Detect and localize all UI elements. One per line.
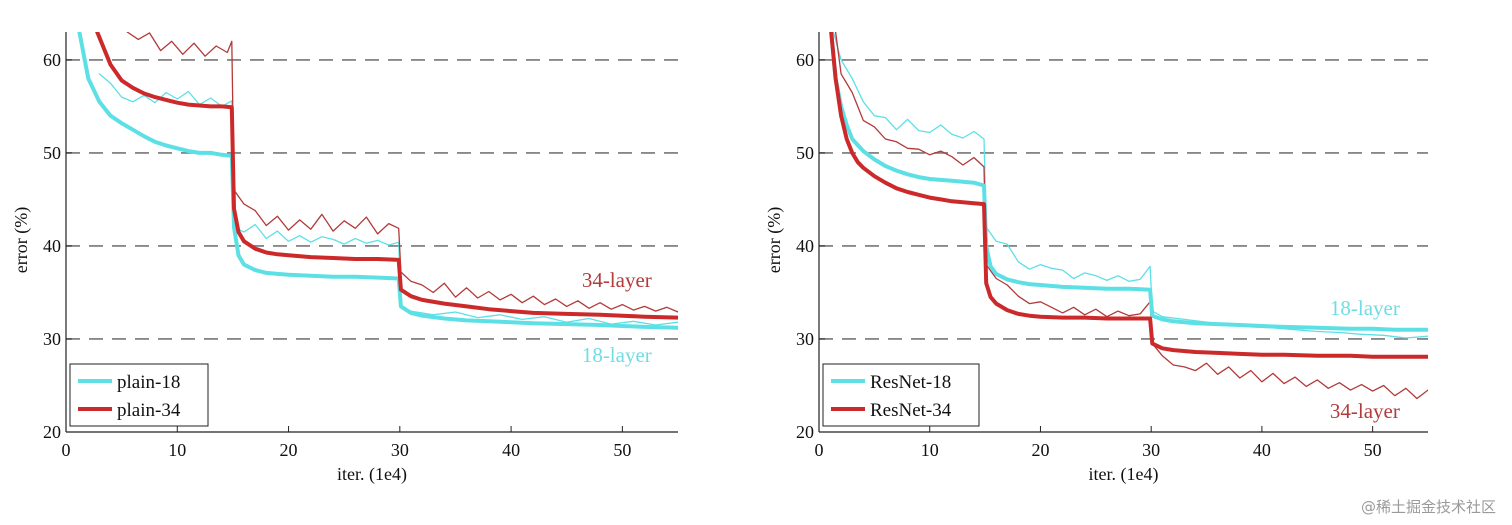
x-tick-label-0: 0 xyxy=(815,440,824,460)
x-tick-label-0: 0 xyxy=(62,440,71,460)
chart-resnet: 20 30 40 50 60 0 10 20 30 40 50 iter. (1e4) error (%… xyxy=(764,32,1428,485)
y-tick-label-60: 60 xyxy=(796,50,814,70)
series-group xyxy=(77,32,678,330)
y-tick-label-30: 30 xyxy=(43,329,61,349)
x-tick-label-20: 20 xyxy=(280,440,298,460)
legend-label-resnet-18: ResNet-18 xyxy=(870,372,951,393)
legend-box xyxy=(69,363,209,427)
y-tick-label-50: 50 xyxy=(796,143,814,163)
annotation-34-layer: 34-layer xyxy=(1330,399,1400,423)
annotation-34-layer: 34-layer xyxy=(582,268,652,292)
x-tick-label-10: 10 xyxy=(168,440,186,460)
x-tick-label-30: 30 xyxy=(1142,440,1160,460)
y-tick-label-40: 40 xyxy=(43,236,61,256)
x-axis-label: iter. (1e4) xyxy=(1089,464,1159,485)
x-tick-label-50: 50 xyxy=(1364,440,1382,460)
legend-label-plain-18: plain-18 xyxy=(117,372,180,393)
chart-plain: 20 30 40 50 60 0 10 20 30 40 50 iter. (1e4) error (%… xyxy=(11,32,678,485)
series-line-resnet-18-train xyxy=(829,32,1428,332)
series-group xyxy=(829,32,1428,400)
y-axis-label: error (%) xyxy=(11,207,32,273)
y-tick-label-40: 40 xyxy=(796,236,814,256)
annotation-18-layer: 18-layer xyxy=(582,343,652,367)
watermark-text: @稀土掘金技术社区 xyxy=(1360,498,1496,516)
legend-label-resnet-34: ResNet-34 xyxy=(870,400,952,421)
x-tick-label-40: 40 xyxy=(1253,440,1271,460)
y-axis-label: error (%) xyxy=(764,207,785,273)
series-line-resnet-34-train xyxy=(829,32,1428,359)
x-axis-label: iter. (1e4) xyxy=(337,464,407,485)
y-tick-label-30: 30 xyxy=(796,329,814,349)
y-tick-label-20: 20 xyxy=(796,422,814,442)
legend-box xyxy=(822,363,980,427)
x-tick-label-30: 30 xyxy=(391,440,409,460)
annotation-18-layer: 18-layer xyxy=(1330,296,1400,320)
series-line-plain-18-val xyxy=(98,73,678,326)
series-line-plain-34-train xyxy=(95,32,678,320)
y-tick-label-60: 60 xyxy=(43,50,61,70)
y-tick-label-50: 50 xyxy=(43,143,61,163)
x-tick-label-40: 40 xyxy=(502,440,520,460)
series-line-resnet-18-val xyxy=(832,32,1428,339)
x-tick-label-10: 10 xyxy=(921,440,939,460)
x-tick-label-20: 20 xyxy=(1031,440,1049,460)
x-tick-label-50: 50 xyxy=(613,440,631,460)
series-line-plain-34-val xyxy=(126,32,678,313)
series-line-resnet-34-val xyxy=(834,32,1428,400)
legend-label-plain-34: plain-34 xyxy=(117,400,181,421)
y-tick-label-20: 20 xyxy=(43,422,61,442)
series-line-plain-18-train xyxy=(77,32,678,330)
